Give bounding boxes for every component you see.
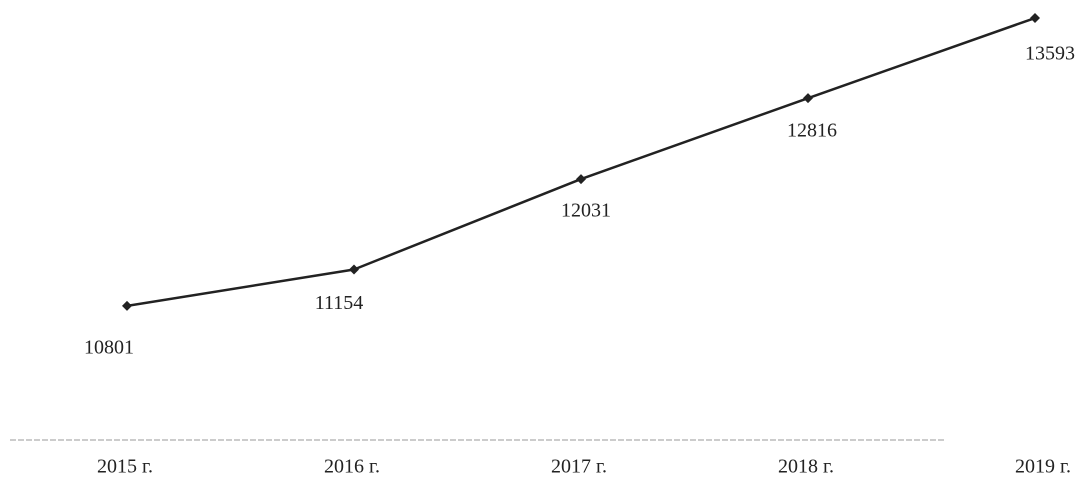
x-tick-label: 2016 г. — [324, 456, 380, 478]
data-label: 13593 — [1025, 43, 1075, 65]
x-tick-label: 2019 г. — [1015, 456, 1071, 478]
data-label: 12031 — [561, 200, 611, 222]
data-label: 10801 — [84, 336, 134, 358]
marker — [122, 300, 132, 311]
x-tick-label: 2018 г. — [778, 456, 834, 478]
line — [126, 16, 1036, 308]
marker — [349, 264, 359, 275]
marker — [803, 93, 813, 104]
marker — [1030, 13, 1040, 24]
x-tick-label: 2015 г. — [97, 456, 153, 478]
x-tick-label: 2017 г. — [551, 456, 607, 478]
marker — [576, 174, 586, 185]
data-label: 12816 — [787, 120, 837, 142]
data-label: 11154 — [315, 292, 364, 314]
